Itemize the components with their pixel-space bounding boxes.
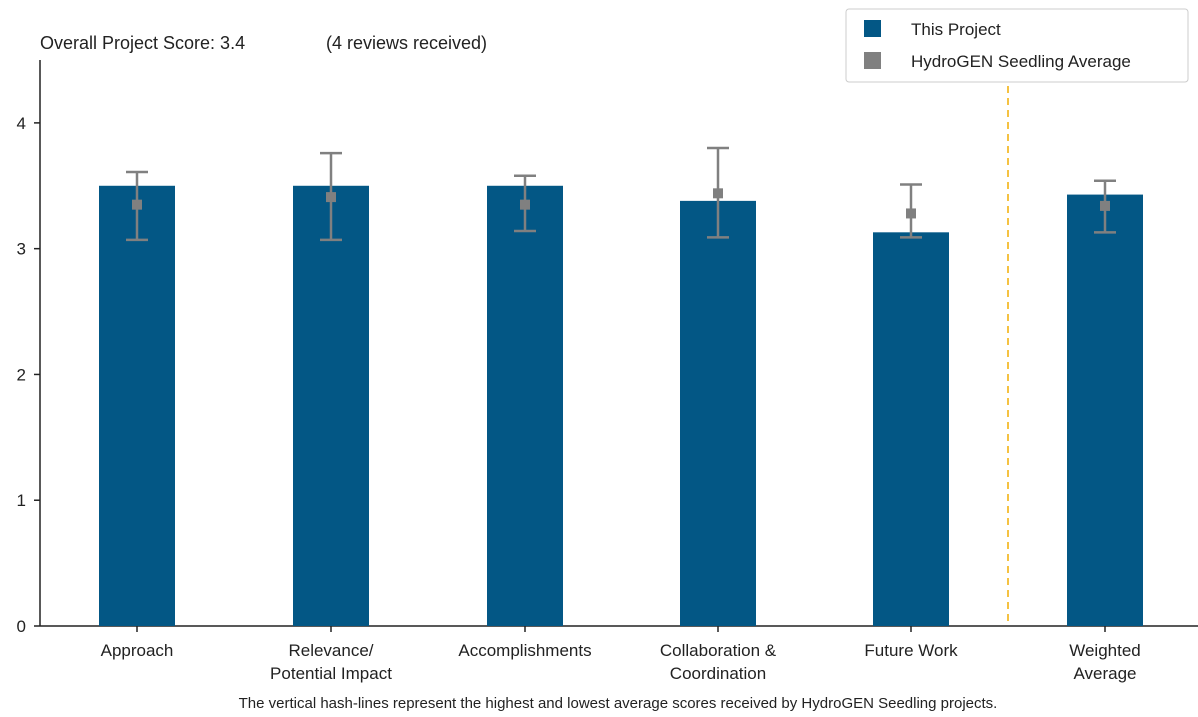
- bar-this-project: [680, 200, 756, 627]
- average-marker: [906, 208, 916, 219]
- category-label-line: Collaboration &: [660, 641, 777, 660]
- category-label: Accomplishments: [458, 641, 591, 660]
- average-marker: [520, 199, 530, 210]
- bar-this-project: [99, 185, 175, 626]
- y-tick-label: 1: [17, 491, 26, 510]
- category-label-line: Coordination: [670, 664, 766, 683]
- category-label: Future Work: [864, 641, 958, 660]
- bar-this-project: [487, 185, 563, 626]
- average-marker: [713, 188, 723, 199]
- average-marker: [326, 192, 336, 203]
- category-label: Collaboration & Coordination: [660, 641, 777, 683]
- average-marker: [132, 199, 142, 210]
- category-label-line: Potential Impact: [270, 664, 392, 683]
- legend-label-seedling-average: HydroGEN Seedling Average: [911, 52, 1131, 71]
- category-label: Weighted Average: [1069, 641, 1141, 683]
- bar-this-project: [873, 232, 949, 626]
- plot-area: 0 1 2 3 4 Approach Relevance/Potential Impact A…: [17, 60, 1198, 683]
- category-label-line: Average: [1073, 664, 1136, 683]
- y-tick-label: 2: [17, 365, 26, 384]
- footnote: The vertical hash-lines represent the hi…: [239, 695, 998, 712]
- average-marker: [1100, 200, 1110, 211]
- category-label-line: Weighted: [1069, 641, 1141, 660]
- legend-frame: [845, 8, 1189, 83]
- category-label-line: Relevance/: [288, 641, 373, 660]
- legend: This Project HydroGEN Seedling Average: [845, 8, 1189, 83]
- overall-score-text: Overall Project Score: 3.4: [40, 33, 245, 53]
- bar-this-project: [293, 185, 369, 626]
- legend-swatch-seedling-average: [864, 52, 881, 69]
- y-tick-label: 4: [17, 114, 26, 133]
- category-label: Relevance/Potential Impact: [270, 641, 392, 683]
- legend-swatch-this-project: [864, 20, 881, 37]
- y-tick-label: 0: [17, 617, 26, 636]
- category-label-line: Accomplishments: [458, 641, 591, 660]
- y-tick-label: 3: [17, 240, 26, 259]
- legend-label-this-project: This Project: [911, 20, 1001, 39]
- category-label-line: Approach: [101, 641, 174, 660]
- category-label-line: Future Work: [864, 641, 958, 660]
- reviews-received-text: (4 reviews received): [326, 33, 487, 53]
- bar-this-project: [1067, 194, 1143, 627]
- category-label: Approach: [101, 641, 174, 660]
